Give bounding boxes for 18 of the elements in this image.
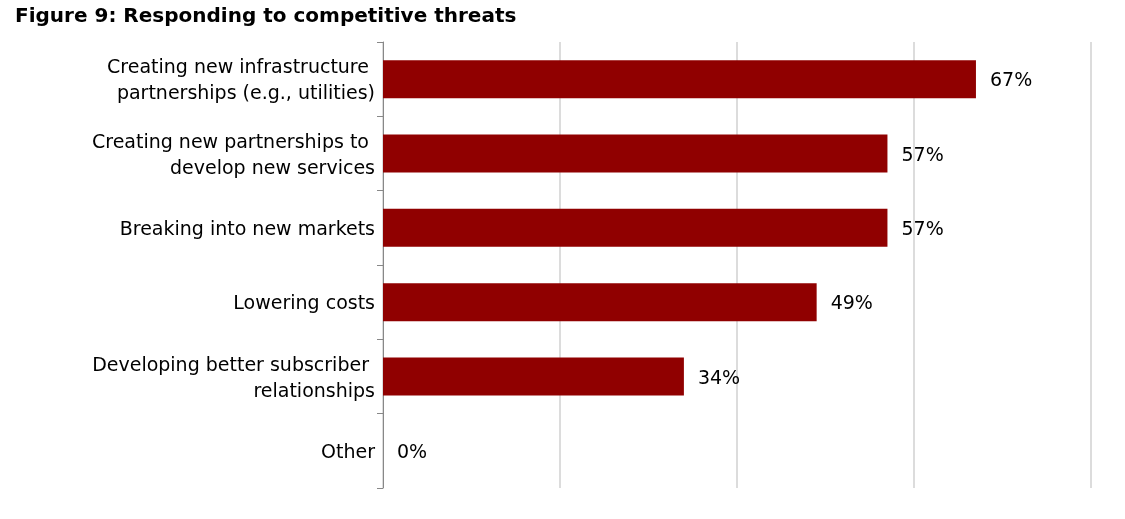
bar xyxy=(383,134,888,173)
data-label: 67% xyxy=(989,68,1033,91)
data-label: 57% xyxy=(901,216,944,239)
data-label: 49% xyxy=(830,291,873,314)
bar xyxy=(383,283,817,322)
y-tick-label: Lowering costs xyxy=(233,291,375,314)
y-tick-label: Breaking into new markets xyxy=(119,216,375,239)
chart-title: Figure 9: Responding to competitive threats xyxy=(15,3,517,27)
y-tick-label: Other xyxy=(321,439,376,462)
data-label: 34% xyxy=(697,365,741,388)
bar xyxy=(383,357,684,396)
data-label: 0% xyxy=(397,439,428,462)
bar xyxy=(383,208,888,247)
y-tick-label: Creating new partnerships to develop new services xyxy=(91,129,375,178)
y-tick-label: Developing better subscriber relationships xyxy=(92,352,375,401)
y-tick-label: Creating new infrastructure partnerships (e.g., utilities) xyxy=(107,55,375,104)
data-label: 57% xyxy=(901,142,944,165)
bar xyxy=(383,60,976,99)
